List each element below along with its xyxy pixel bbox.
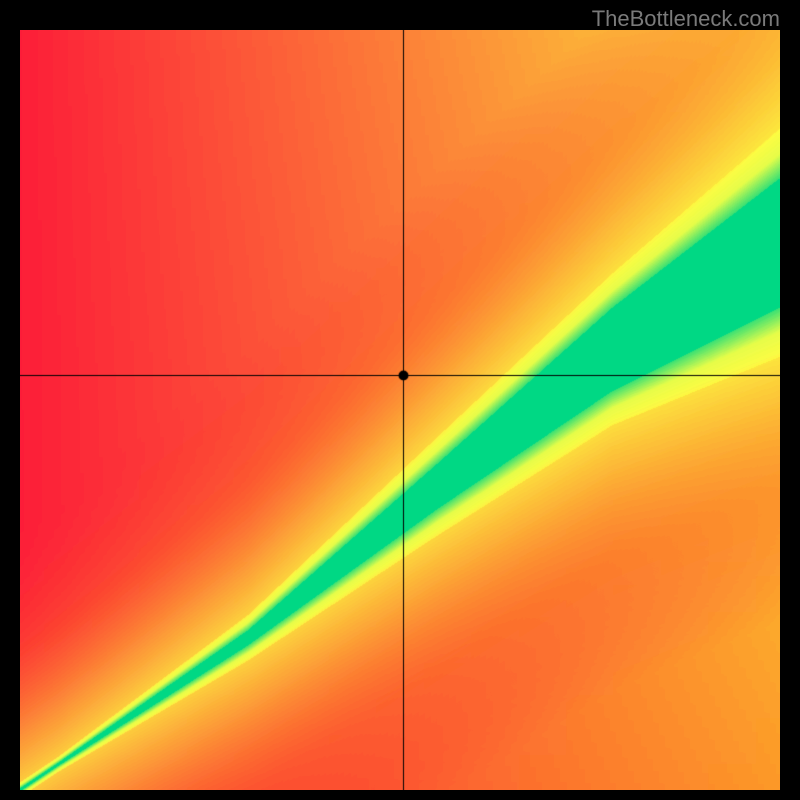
- watermark-text: TheBottleneck.com: [592, 6, 780, 32]
- heatmap-plot: [20, 30, 780, 790]
- heatmap-canvas: [20, 30, 780, 790]
